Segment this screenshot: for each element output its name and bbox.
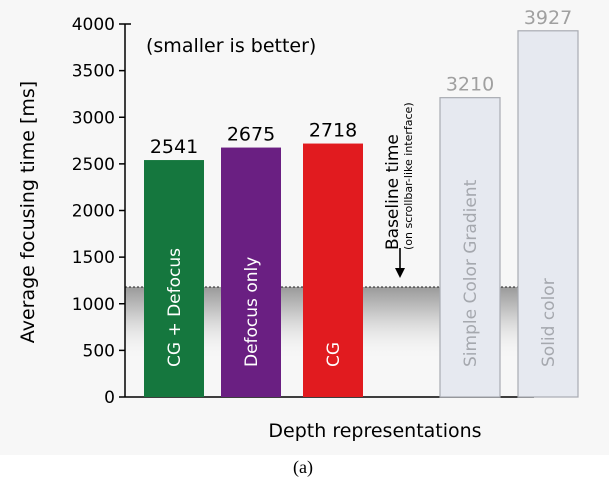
- y-tick-label: 4000: [72, 15, 115, 35]
- baseline-arrow: [395, 248, 405, 278]
- bar-value-label: 2675: [227, 124, 275, 146]
- y-tick-label: 500: [83, 341, 115, 361]
- annotation-text: (smaller is better): [146, 35, 316, 57]
- bar-3: [439, 97, 501, 398]
- y-axis-label: Average focusing time [ms]: [17, 81, 39, 343]
- bar-category-label: Solid color: [539, 278, 559, 367]
- y-tick-label: 1000: [72, 295, 115, 315]
- y-tick-label: 2000: [72, 202, 115, 222]
- y-tick-label: 3000: [72, 108, 115, 128]
- bar-value-label: 2718: [309, 120, 357, 142]
- x-axis-label: Depth representations: [268, 420, 481, 442]
- bar-category-label: CG + Defocus: [165, 248, 185, 367]
- bar-category-label: CG: [324, 342, 344, 367]
- bar-0: [144, 160, 204, 397]
- y-tick-label: 3500: [72, 62, 115, 82]
- bar-category-label: Defocus only: [242, 257, 262, 367]
- baseline-sublabel: (on scrollbar-like interface): [402, 102, 415, 250]
- baseline-label-group: Baseline time (on scrollbar-like interfa…: [383, 102, 415, 250]
- bar-1: [221, 147, 281, 397]
- baseline-label: Baseline time: [383, 134, 403, 250]
- bars: 2541 CG + Defocus 2675 Defocus only 2718 CG 32…: [144, 7, 579, 398]
- y-ticks: 0 500 1000 1500 2000 2500 3000 3500 4000: [72, 15, 125, 408]
- bar-category-label: Simple Color Gradient: [461, 179, 481, 367]
- figure-caption: (a): [293, 457, 313, 478]
- y-tick-label: 1500: [72, 248, 115, 268]
- bar-4: [517, 30, 579, 398]
- y-tick-label: 0: [104, 388, 115, 408]
- y-tick-label: 2500: [72, 155, 115, 175]
- bar-value-label: 2541: [150, 136, 198, 158]
- bar-2: [303, 143, 363, 397]
- bar-value-label: 3927: [524, 7, 572, 29]
- bar-value-label: 3210: [446, 74, 494, 96]
